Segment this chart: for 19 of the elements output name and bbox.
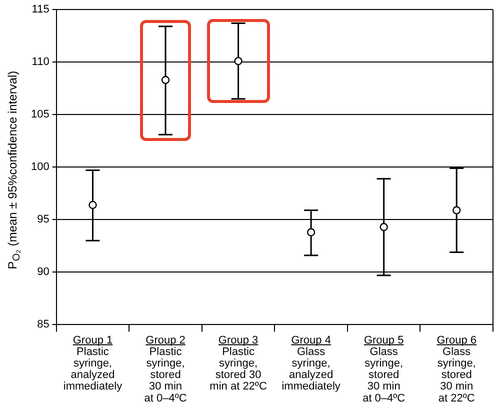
point <box>161 76 170 84</box>
y-tick-label: 100 <box>30 161 50 174</box>
point <box>234 56 242 66</box>
point <box>88 200 97 210</box>
point <box>380 222 388 232</box>
x-tick-label: Group 4 Glass syringe, analyzed immediately <box>282 334 341 393</box>
x-tick-label: Group 6 Glass syringe, stored 30 min at 22ºC <box>436 334 476 404</box>
y-tick-label: 85 <box>37 318 50 331</box>
y-tick-label: 105 <box>30 108 50 121</box>
y-tick-label: 90 <box>37 266 50 278</box>
x-tick-label: Group 1 Plastic syringe, analyzed immediately <box>63 334 123 393</box>
y-tick-label: 115 <box>32 4 50 16</box>
x-tick-label: Group 3 Plastic syringe, stored 30 min at 22ºC <box>210 334 267 393</box>
point <box>306 228 316 236</box>
x-tick-label: Group 5 Glass syringe, stored 30 min at 0–4ºC <box>362 334 406 404</box>
x-tick-label: Group 2 Plastic syringe, stored 30 min at 0–4ºC <box>144 334 187 404</box>
y-tick-label: 110 <box>32 56 50 68</box>
point <box>452 206 461 214</box>
y-tick-label: 95 <box>37 214 50 226</box>
